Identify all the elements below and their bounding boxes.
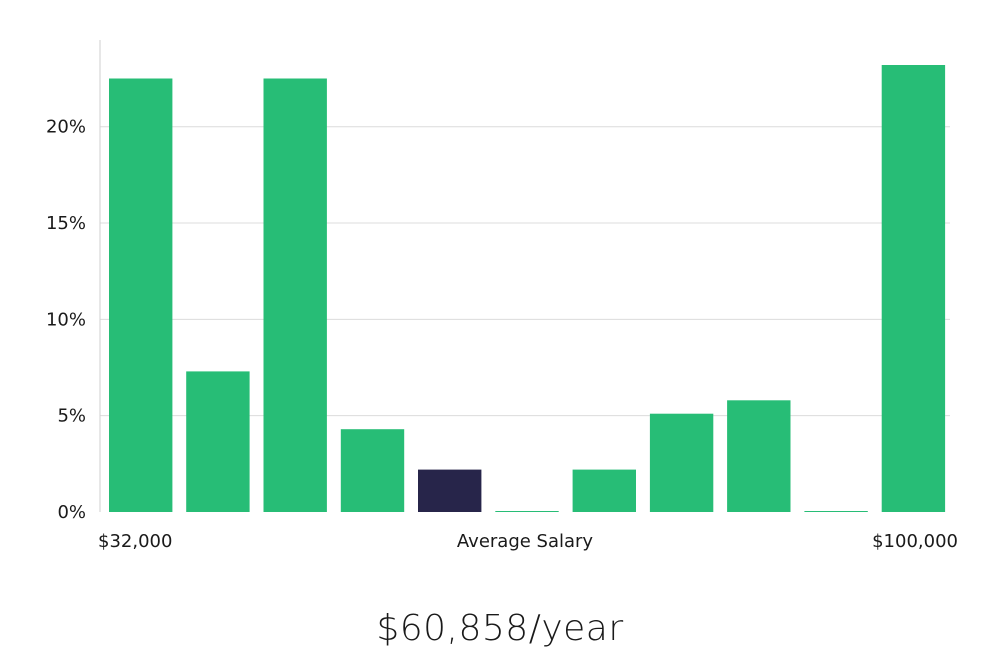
bar <box>186 371 250 512</box>
bar <box>340 429 405 512</box>
bar <box>263 78 327 512</box>
bar <box>727 400 791 512</box>
bar <box>109 78 173 512</box>
y-axis-ticks: 0% 5% 10% 15% 20% <box>46 117 86 523</box>
bar-highlighted <box>418 469 482 512</box>
x-axis-title: Average Salary <box>457 531 594 552</box>
salary-bar-chart: 0% 5% 10% 15% 20% $32,000 Average Salary $10… <box>46 40 958 552</box>
y-tick-label: 15% <box>46 213 86 234</box>
y-tick-label: 5% <box>57 406 86 427</box>
grid-lines <box>100 126 950 417</box>
bar <box>804 511 868 512</box>
bar <box>495 511 559 512</box>
bar <box>649 413 714 512</box>
y-tick-label: 20% <box>46 117 86 138</box>
y-tick-label: 0% <box>57 502 86 523</box>
bars-group <box>109 65 946 512</box>
y-tick-label: 10% <box>46 309 86 330</box>
bar <box>881 65 946 512</box>
x-axis-max-label: $100,000 <box>872 531 958 552</box>
bar <box>572 469 636 512</box>
x-axis-min-label: $32,000 <box>98 531 172 552</box>
average-salary-value: $60,858/year <box>376 608 624 649</box>
